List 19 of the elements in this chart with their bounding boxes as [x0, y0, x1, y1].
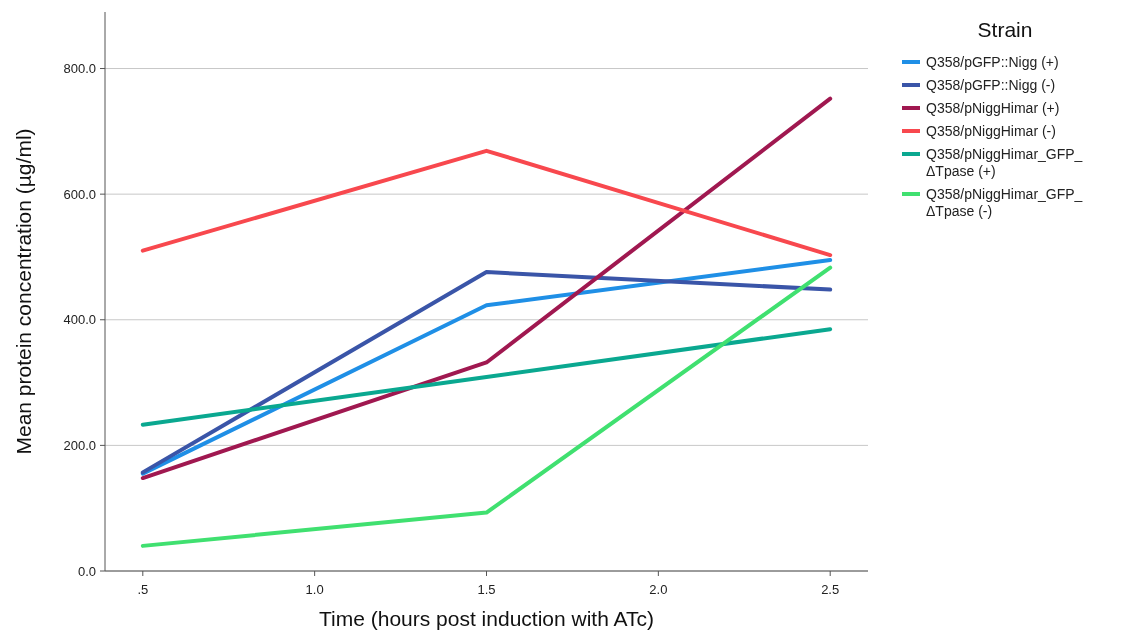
legend-title: Strain: [977, 18, 1033, 41]
legend-label: Q358/pNiggHimar (+): [926, 100, 1060, 116]
legend-label: Q358/pGFP::Nigg (+): [926, 54, 1059, 70]
x-tick-label: 1.0: [305, 582, 324, 597]
y-tick-label: 600.0: [63, 186, 96, 202]
legend-label: Q358/pNiggHimar_GFP_ΔTpase (+): [926, 146, 1083, 179]
x-tick-label: 2.0: [649, 582, 668, 597]
legend-label: Q358/pNiggHimar_GFP_ΔTpase (-): [926, 186, 1083, 219]
y-tick-label: 400.0: [63, 312, 96, 328]
y-tick-label: 800.0: [63, 61, 96, 77]
y-tick-label: 200.0: [63, 437, 96, 453]
y-axis-title: Mean protein concentration (µg/ml): [12, 128, 35, 455]
legend-label: Q358/pNiggHimar (-): [926, 123, 1056, 139]
x-axis-title: Time (hours post induction with ATc): [319, 607, 654, 630]
x-tick-label: .5: [137, 582, 149, 597]
y-tick-label: 0.0: [77, 563, 96, 579]
x-tick-label: 1.5: [477, 582, 496, 597]
legend-label: Q358/pGFP::Nigg (-): [926, 77, 1056, 93]
x-tick-label: 2.5: [821, 582, 840, 597]
